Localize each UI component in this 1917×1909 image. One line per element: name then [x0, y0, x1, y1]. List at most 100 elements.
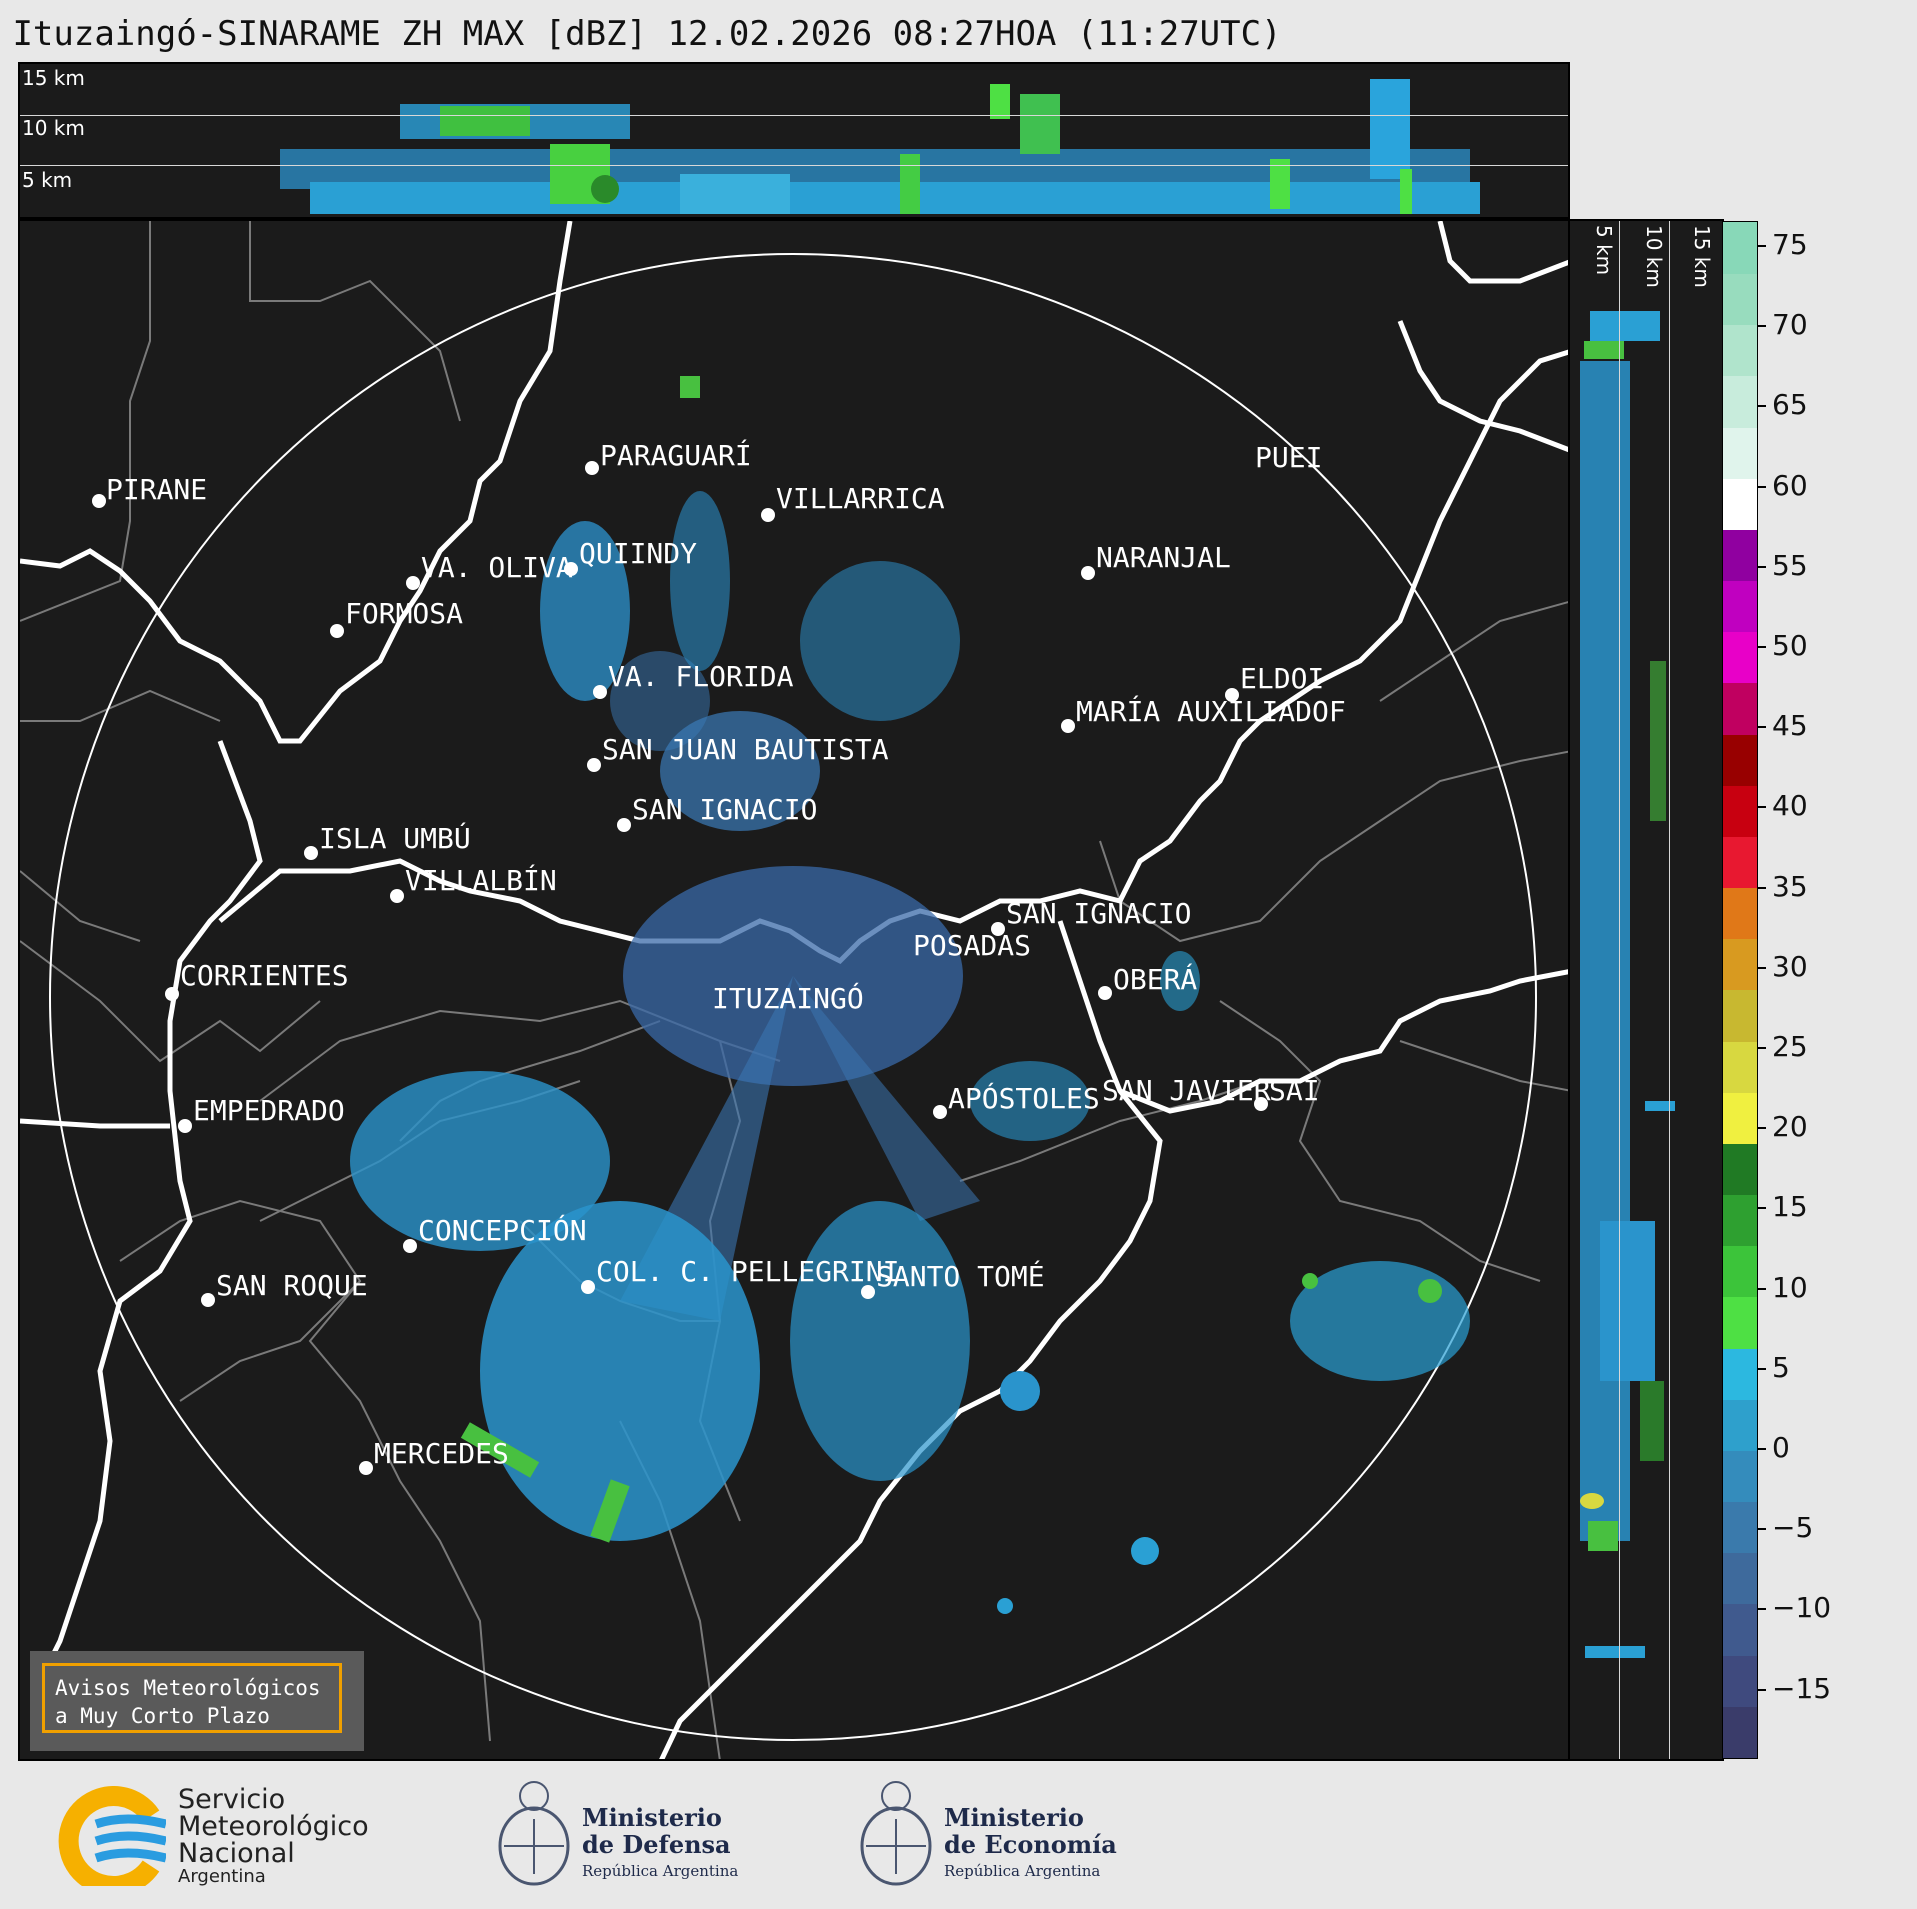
city-marker — [92, 494, 106, 508]
colorbar-tick — [1758, 1688, 1766, 1691]
defensa-logo-text: Ministerio de Defensa República Argentin… — [582, 1804, 738, 1885]
reflectivity-colorbar — [1722, 221, 1758, 1759]
city-marker — [1098, 986, 1112, 1000]
colorbar-tick — [1758, 325, 1766, 328]
colorbar-tick-label: 0 — [1772, 1431, 1790, 1464]
colorbar-tick-label: 65 — [1772, 388, 1808, 422]
colorbar-tick — [1758, 726, 1766, 729]
colorbar-tick-label: 15 — [1772, 1190, 1808, 1224]
city-marker — [165, 987, 179, 1001]
colorbar-tick-label: 5 — [1772, 1350, 1790, 1384]
city-label-san-ignacio-ar: SAN IGNACIO — [1006, 897, 1192, 930]
economia-line-2: de Economía — [944, 1830, 1117, 1859]
colorbar-segment — [1723, 938, 1757, 991]
colorbar-tick — [1758, 245, 1766, 247]
colorbar-segment — [1723, 273, 1757, 326]
city-label-san-roque: SAN ROQUE — [216, 1269, 368, 1302]
city-marker — [617, 818, 631, 832]
city-label-santo-tome: SANTO TOMÉ — [876, 1260, 1045, 1293]
colorbar-tick-label: 40 — [1772, 789, 1808, 823]
radar-map[interactable]: PIRANE PARAGUARÍ VILLARRICA QUIINDY VA. … — [18, 219, 1570, 1761]
colorbar-segment — [1723, 426, 1757, 479]
colorbar-segment — [1723, 631, 1757, 684]
city-label-col-c-pellegrini: COL. C. PELLEGRINI — [596, 1255, 900, 1288]
city-marker — [564, 562, 578, 576]
city-label-puei: PUEI — [1255, 441, 1323, 474]
warnings-link[interactable]: Avisos Meteorológicos a Muy Corto Plazo — [42, 1663, 342, 1733]
colorbar-segment — [1723, 222, 1757, 275]
side-height-label-5km: 5 km — [1592, 225, 1616, 276]
city-label-san-juan-bautista: SAN JUAN BAUTISTA — [602, 733, 889, 766]
colorbar-tick — [1758, 1287, 1766, 1290]
defensa-line-3: República Argentina — [582, 1862, 739, 1880]
city-marker — [359, 1461, 373, 1475]
colorbar-segment — [1723, 1347, 1757, 1400]
city-label-villalbin: VILLALBÍN — [405, 864, 557, 897]
height-line-10 — [20, 165, 1568, 166]
smn-line-1: Servicio — [178, 1784, 286, 1815]
city-label-va-oliva: VA. OLIVA — [421, 551, 573, 584]
economia-line-1: Ministerio — [944, 1803, 1084, 1832]
colorbar-segment — [1723, 784, 1757, 837]
city-marker — [406, 576, 420, 590]
smn-line-4: Argentina — [178, 1866, 266, 1887]
top-echo-layer — [280, 79, 1480, 214]
colorbar-segment — [1723, 324, 1757, 377]
city-marker — [933, 1105, 947, 1119]
city-marker — [1254, 1097, 1268, 1111]
city-marker — [587, 758, 601, 772]
colorbar-tick-label: 70 — [1772, 308, 1808, 342]
side-height-label-15km: 15 km — [1690, 225, 1714, 288]
city-label-paraguari: PARAGUARÍ — [600, 439, 752, 472]
height-line-5 — [1619, 221, 1620, 1759]
city-marker — [593, 685, 607, 699]
city-label-ituzaingo: ITUZAINGÓ — [712, 982, 864, 1015]
city-marker — [991, 922, 1005, 936]
colorbar-segment — [1723, 1091, 1757, 1144]
top-height-profile: 15 km 10 km 5 km — [18, 62, 1570, 219]
colorbar-segment — [1723, 836, 1757, 889]
city-marker — [861, 1285, 875, 1299]
colorbar-segment — [1723, 989, 1757, 1042]
colorbar-tick — [1758, 806, 1766, 809]
colorbar-segment — [1723, 529, 1757, 582]
city-label-empedrado: EMPEDRADO — [193, 1094, 345, 1127]
colorbar-tick-label: 10 — [1772, 1270, 1808, 1304]
colorbar-tick — [1758, 1608, 1766, 1611]
colorbar-tick-label: 55 — [1772, 548, 1808, 582]
city-label-maria-auxiliadora: MARÍA AUXILIADOF — [1076, 695, 1346, 728]
colorbar-tick-label: 35 — [1772, 869, 1808, 903]
colorbar-segment — [1723, 1705, 1757, 1758]
colorbar-tick — [1758, 1528, 1766, 1531]
warnings-box[interactable]: Avisos Meteorológicos a Muy Corto Plazo — [30, 1651, 364, 1751]
colorbar-segment — [1723, 1143, 1757, 1196]
defensa-seal-icon — [498, 1781, 570, 1886]
colorbar-segment — [1723, 1245, 1757, 1298]
city-marker — [403, 1239, 417, 1253]
warnings-line-1: Avisos Meteorológicos — [55, 1676, 321, 1700]
colorbar-segment — [1723, 1552, 1757, 1605]
colorbar-tick-label: −5 — [1772, 1511, 1814, 1545]
colorbar-segment — [1723, 1398, 1757, 1451]
city-marker — [1081, 566, 1095, 580]
colorbar-tick — [1758, 886, 1766, 889]
city-label-sai: SAI — [1269, 1074, 1320, 1107]
warnings-line-2: a Muy Corto Plazo — [55, 1704, 270, 1728]
colorbar-tick — [1758, 966, 1766, 969]
city-label-posadas: POSADAS — [913, 929, 1032, 962]
colorbar-tick-label: 75 — [1772, 228, 1808, 261]
colorbar-tick — [1758, 565, 1766, 568]
city-label-corrientes: CORRIENTES — [180, 959, 349, 992]
smn-logo-icon — [58, 1786, 166, 1886]
colorbar-segment — [1723, 1040, 1757, 1093]
colorbar-tick — [1758, 405, 1766, 408]
city-label-eldoi: ELDOI — [1240, 662, 1325, 695]
city-marker — [761, 508, 775, 522]
height-label-15km: 15 km — [22, 66, 85, 90]
city-marker — [585, 461, 599, 475]
city-label-concepcion: CONCEPCIÓN — [418, 1214, 587, 1247]
colorbar-tick-label: 45 — [1772, 709, 1808, 743]
reflectivity-echoes — [350, 376, 1470, 1614]
colorbar-segment — [1723, 1194, 1757, 1247]
city-label-formosa: FORMOSA — [345, 597, 464, 630]
